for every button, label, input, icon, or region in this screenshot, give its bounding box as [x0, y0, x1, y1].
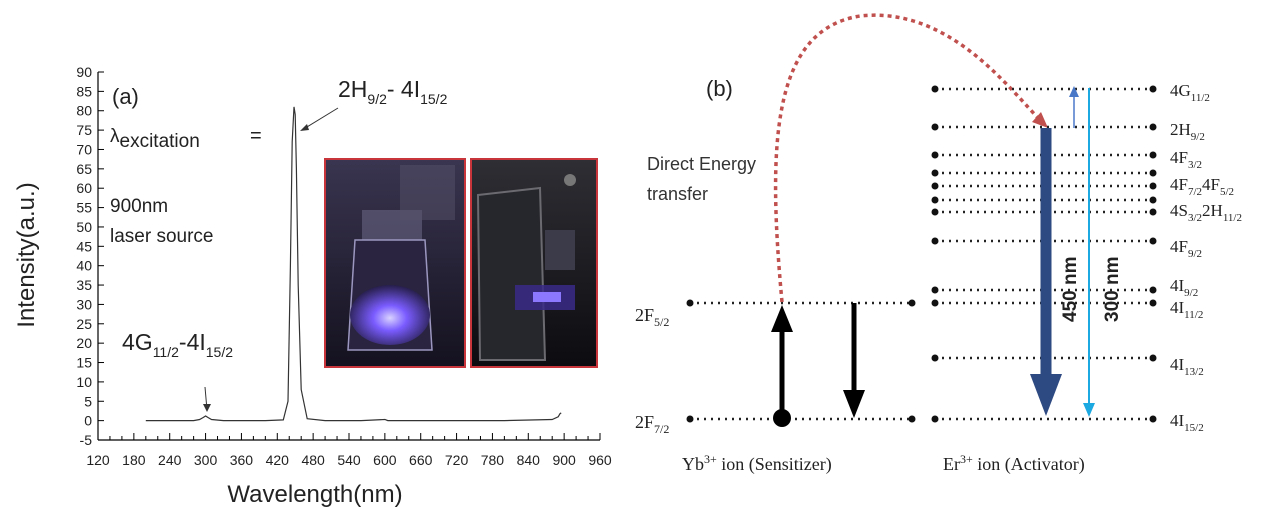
- er-level-label: 4I9/2: [1170, 276, 1198, 299]
- er-level-line: [931, 182, 1157, 190]
- er-level-line: [931, 299, 1157, 307]
- er-level-line: [931, 415, 1157, 423]
- x-tick-label: 240: [158, 452, 182, 468]
- er-level-label: 4F9/2: [1170, 237, 1202, 260]
- er-level-label: 4S3/22H11/2: [1170, 201, 1242, 224]
- er-level-line: [931, 169, 1157, 177]
- er-level-line: [931, 237, 1157, 245]
- photo-vial-glowing: [324, 158, 466, 368]
- spectrum-line: [145, 106, 562, 422]
- er-level-label: 4F3/2: [1170, 148, 1202, 171]
- y-tick-label: 35: [76, 277, 92, 293]
- y-tick-label: 65: [76, 161, 92, 177]
- er-level-line: [931, 354, 1157, 362]
- er-level-label: 4I13/2: [1170, 355, 1204, 378]
- panel-b: (b) Direct Energy transfer 2F5/2 2F7/2: [635, 13, 1242, 475]
- source-line-2: laser source: [110, 226, 214, 247]
- er-level-label: 2H9/2: [1170, 120, 1205, 143]
- er-level-label: 4G11/2: [1170, 81, 1210, 104]
- absorption-arrow-head: [771, 305, 793, 332]
- x-tick-label: 720: [445, 452, 469, 468]
- x-tick-label: 600: [373, 452, 397, 468]
- panel-a-label: (a): [112, 84, 139, 109]
- source-line-1: 900nm: [110, 196, 168, 217]
- x-tick-label: 900: [552, 452, 576, 468]
- panel-a: -5 0 5 10 15 20 25 30 35 40 45 50 55 60 65 70 75 80 85 90 1…: [13, 64, 612, 508]
- relaxation-arrow-head: [843, 390, 865, 418]
- excitation-equals: =: [250, 125, 262, 147]
- x-tick-label: 960: [588, 452, 612, 468]
- energy-transfer-arrow-head: [1032, 112, 1048, 128]
- excitation-subscript: excitation: [120, 131, 200, 152]
- panel-b-label: (b): [706, 76, 733, 101]
- y-tick-label: 20: [76, 335, 92, 351]
- er-level-line: [931, 208, 1157, 216]
- yb-label-lower: 2F7/2: [635, 412, 669, 436]
- y-axis-title: Intensity(a.u.): [13, 182, 40, 327]
- x-tick-label: 660: [409, 452, 433, 468]
- y-tick-label: 15: [76, 355, 92, 371]
- y-ticks: -5 0 5 10 15 20 25 30 35 40 45 50 55 60 65 70 75 80 85 90: [76, 64, 104, 448]
- yb-level-2f52: [686, 299, 916, 307]
- x-tick-label: 300: [194, 452, 218, 468]
- y-tick-label: 50: [76, 219, 92, 235]
- x-ticks: 120 240 360 480 600 720 840 960 180 300 420 540 660 7…: [86, 433, 612, 468]
- y-tick-label: 85: [76, 83, 92, 99]
- y-tick-label: 25: [76, 316, 92, 332]
- lambda-symbol: λ: [110, 126, 120, 147]
- ground-state-electron: [773, 409, 791, 427]
- x-tick-label: 420: [266, 452, 290, 468]
- er-levels: 4G11/2 2H9/2 4F3/2 4F7/24F5/2 4S3/22H11/2 4F9…: [931, 81, 1242, 434]
- er-level-label: 4I11/2: [1170, 298, 1203, 321]
- er-level-label: 4F7/24F5/2: [1170, 175, 1234, 198]
- y-tick-label: 90: [76, 64, 92, 80]
- yb-label-upper: 2F5/2: [635, 305, 669, 329]
- peak-main-pointer-head: [300, 124, 309, 131]
- x-axis-title: Wavelength(nm): [227, 481, 402, 508]
- y-tick-label: 70: [76, 141, 92, 157]
- photo-sample-holder: [470, 158, 598, 368]
- arrow-300nm-excite-head: [1069, 86, 1079, 97]
- arrow-450nm-emission-head: [1030, 374, 1062, 416]
- yb-level-2f72: [686, 415, 916, 423]
- y-tick-label: 0: [84, 413, 92, 429]
- y-tick-label: 40: [76, 258, 92, 274]
- y-tick-label: -5: [80, 432, 93, 448]
- er-level-line: [931, 85, 1157, 93]
- peak-label-minor: 4G11/2-4I15/2: [122, 329, 233, 360]
- x-tick-label: 120: [86, 452, 110, 468]
- y-tick-label: 55: [76, 200, 92, 216]
- y-tick-label: 30: [76, 296, 92, 312]
- y-tick-label: 10: [76, 374, 92, 390]
- er-level-line: [931, 286, 1157, 294]
- x-tick-label: 360: [230, 452, 254, 468]
- excitation-label: λexcitation: [110, 126, 200, 152]
- transfer-label-1: Direct Energy: [647, 154, 756, 174]
- x-tick-label: 780: [481, 452, 505, 468]
- er-level-line: [931, 196, 1157, 204]
- label-300nm: 300 nm: [1102, 257, 1123, 322]
- label-450nm: 450 nm: [1060, 257, 1081, 322]
- er-caption: Er3+ ion (Activator): [943, 452, 1085, 475]
- arrow-300nm-emission-head: [1083, 403, 1095, 417]
- y-tick-label: 45: [76, 238, 92, 254]
- er-level-label: 4I15/2: [1170, 411, 1204, 434]
- x-tick-label: 540: [337, 452, 361, 468]
- x-tick-label: 480: [301, 452, 325, 468]
- x-tick-label: 840: [517, 452, 541, 468]
- yb-caption: Yb3+ ion (Sensitizer): [682, 452, 832, 475]
- er-level-line: [931, 123, 1157, 131]
- y-tick-label: 80: [76, 103, 92, 119]
- x-tick-label: 180: [122, 452, 146, 468]
- energy-transfer-arrow: [773, 13, 1044, 303]
- er-level-line: [931, 151, 1157, 159]
- y-tick-label: 60: [76, 180, 92, 196]
- peak-label-main: 2H9/2- 4I15/2: [338, 76, 448, 107]
- y-tick-label: 75: [76, 122, 92, 138]
- y-tick-label: 5: [84, 393, 92, 409]
- peak-main-pointer: [301, 107, 339, 131]
- peak-minor-pointer-head: [203, 404, 211, 412]
- transfer-label-2: transfer: [647, 184, 708, 204]
